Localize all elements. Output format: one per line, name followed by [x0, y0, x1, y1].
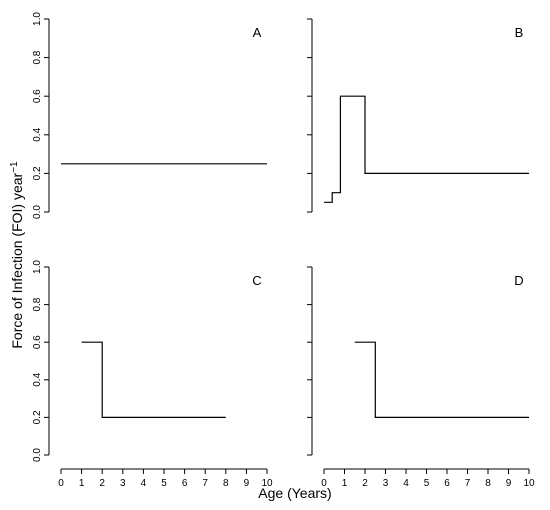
x-tick-label: 9	[244, 478, 250, 489]
y-tick-label: 0.2	[32, 410, 43, 424]
y-tick-label: 1.0	[32, 260, 43, 274]
x-tick-label: 8	[485, 478, 491, 489]
y-axis-title-superscript: −1	[9, 161, 20, 173]
x-tick-label: 0	[58, 478, 64, 489]
y-tick-label: 0.4	[32, 127, 43, 141]
x-tick-label: 5	[161, 478, 167, 489]
x-tick-label: 6	[444, 478, 450, 489]
panel-a: 0.0 0.2 0.4 0.6 0.8 1.0 A	[32, 12, 267, 219]
panel-b: B	[307, 18, 529, 213]
x-tick-label: 1	[342, 478, 348, 489]
x-tick-label: 7	[202, 478, 208, 489]
x-tick-label: 0	[321, 478, 327, 489]
panel-label: B	[515, 25, 524, 40]
y-tick-label: 0.6	[32, 335, 43, 349]
x-tick-label: 9	[506, 478, 512, 489]
panel-label: A	[253, 25, 262, 40]
x-tick-label: 1	[79, 478, 85, 489]
y-tick-label: 1.0	[32, 12, 43, 26]
x-tick-label: 7	[465, 478, 471, 489]
panel-d: 0 1 2 3 4 5 6 7 8 9 10 D	[307, 266, 535, 489]
x-tick-label: 8	[223, 478, 229, 489]
x-tick-label: 2	[99, 478, 105, 489]
x-tick-label: 3	[120, 478, 126, 489]
x-tick-label: 4	[403, 478, 409, 489]
panel-label: D	[514, 273, 523, 288]
foi-series-line	[81, 341, 226, 418]
y-tick-label: 0.8	[32, 297, 43, 311]
y-tick-label: 0.0	[32, 205, 43, 219]
y-tick-label: 0.8	[32, 50, 43, 64]
x-tick-label: 10	[261, 478, 273, 489]
x-tick-label: 10	[523, 478, 535, 489]
panel-c: 0.0 0.2 0.4 0.6 0.8 1.0 0 1 2 3 4 5 6 7 8 9 10 C	[32, 260, 273, 489]
foi-series-line	[354, 341, 529, 418]
x-tick-label: 5	[424, 478, 430, 489]
x-tick-label: 3	[383, 478, 389, 489]
panel-label: C	[252, 273, 261, 288]
y-tick-label: 0.4	[32, 372, 43, 386]
x-tick-label: 2	[362, 478, 368, 489]
y-axis-title-base: Force of Infection (FOI) year	[9, 172, 25, 348]
panels: 0.0 0.2 0.4 0.6 0.8 1.0 A B 0.0 0.2 0.4 0.6 0.8 1.0 0 1…	[32, 12, 535, 489]
y-tick-label: 0.2	[32, 166, 43, 180]
y-tick-label: 0.0	[32, 448, 43, 462]
x-tick-label: 6	[182, 478, 188, 489]
x-tick-label: 4	[141, 478, 147, 489]
foi-series-line	[324, 95, 529, 203]
y-tick-label: 0.6	[32, 89, 43, 103]
y-axis-title: Force of Infection (FOI) year−1	[9, 161, 25, 349]
x-axis-title: Age (Years)	[258, 485, 331, 501]
